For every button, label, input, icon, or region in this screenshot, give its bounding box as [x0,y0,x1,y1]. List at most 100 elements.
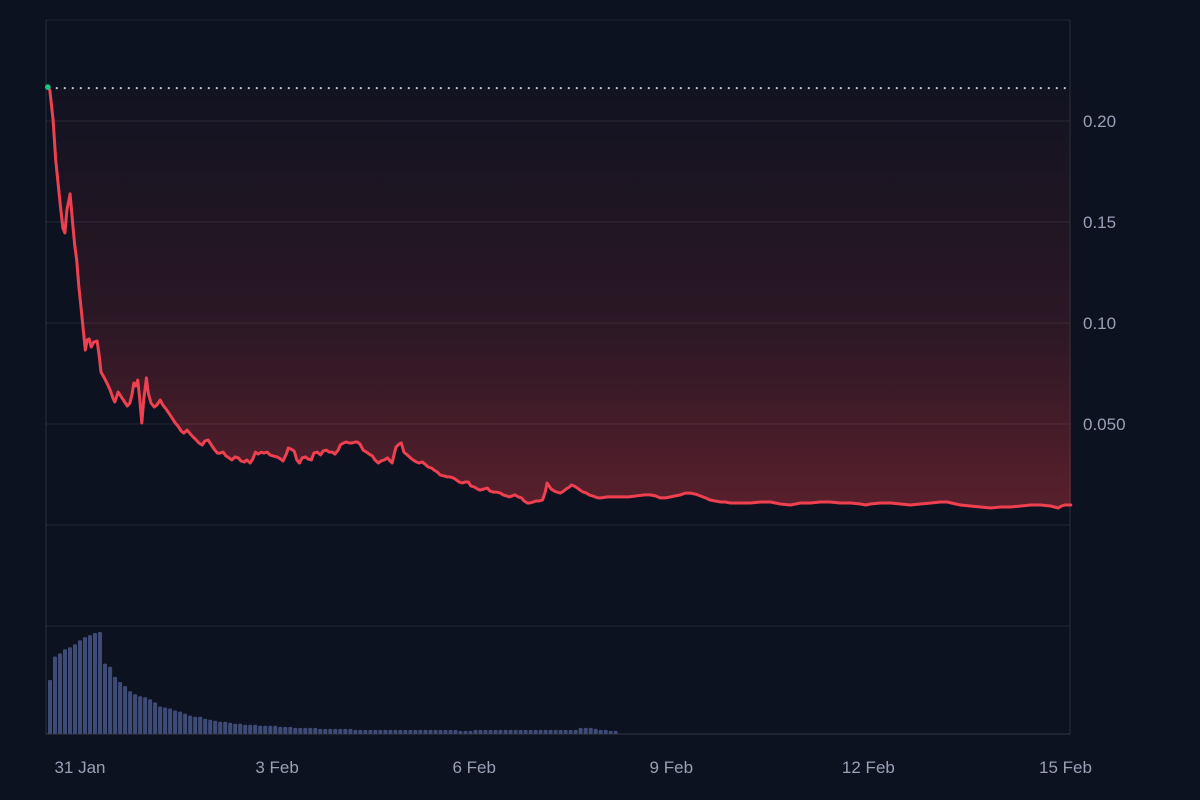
volume-bar [138,696,143,734]
volume-bar [258,725,263,734]
volume-bar [568,729,573,734]
y-axis-tick-label: 0.10 [1083,314,1116,333]
volume-bar [548,729,553,734]
volume-bar [418,729,423,734]
volume-bar [73,644,77,734]
volume-bar [143,697,148,734]
volume-bar [498,729,503,734]
volume-bar [378,729,383,734]
volume-bar [483,729,488,734]
volume-bar [333,728,338,734]
volume-bar [463,730,468,734]
volume-bar [513,729,518,734]
volume-bar [168,708,173,734]
volume-bar [393,729,398,734]
volume-bar [48,679,52,734]
volume-bar [403,729,408,734]
volume-bar [188,715,193,734]
volume-bar [118,682,123,734]
price-line [46,85,1073,510]
volume-bar [563,729,568,734]
volume-bar [398,729,403,734]
volume-bar [438,729,443,734]
volume-bar [558,729,563,734]
x-axis-tick-label: 3 Feb [255,758,298,777]
volume-bar [478,729,483,734]
volume-bar [528,729,533,734]
volume-bar [428,729,433,734]
volume-bar [473,729,478,734]
volume-bar [593,728,598,734]
x-axis-tick-label: 6 Feb [452,758,495,777]
volume-bar [193,716,198,734]
volume-bar [318,728,323,734]
volume-bar [423,729,428,734]
volume-bar [133,694,138,734]
volume-bar [348,728,353,734]
volume-bar [313,727,318,734]
volume-bar [238,723,243,734]
volume-bar [213,720,218,734]
volume-bar [233,723,238,734]
volume-bar [253,724,258,734]
volume-bar [68,647,72,734]
volume-bar [93,633,97,734]
volume-bar [468,730,473,734]
volume-bar [608,730,613,734]
volume-bar [108,666,113,734]
volume-bar [433,729,438,734]
volume-bar [583,727,588,734]
volume-bar [218,721,223,734]
volume-bar [268,725,273,734]
volume-bar [158,706,163,734]
volume-bar [323,728,328,734]
volume-bar [293,727,298,734]
volume-bar [113,676,118,734]
volume-bar [298,727,303,734]
volume-bar [83,637,87,734]
volume-bar [363,729,368,734]
y-axis-tick-label: 0.15 [1083,213,1116,232]
volume-bar [343,728,348,734]
volume-bar [368,729,373,734]
volume-bar [63,649,67,734]
volume-bar [308,727,313,734]
volume-bar [103,663,107,734]
volume-bar [538,729,543,734]
volume-bar [543,729,548,734]
volume-bar [128,691,133,734]
volume-bar [488,729,493,734]
volume-bar [228,722,233,734]
volume-bar [458,730,463,734]
volume-bar [78,640,82,734]
volume-bar [553,729,558,734]
volume-bar [603,729,608,734]
volume-bar [273,725,278,734]
volume-bar [358,729,363,734]
volume-bar [198,716,203,734]
volume-bar [153,702,158,734]
price-area-fill [47,87,1071,508]
x-axis-tick-label: 15 Feb [1039,758,1092,777]
volume-bar [328,728,333,734]
volume-bar [123,686,128,734]
y-axis-tick-label: 0.050 [1083,415,1126,434]
volume-bar [163,707,168,734]
volume-bar [448,729,453,734]
volume-bar [373,729,378,734]
volume-bar [413,729,418,734]
volume-bar [503,729,508,734]
volume-bar [88,635,92,734]
volume-bar [203,718,208,734]
volume-bar [453,729,458,734]
volume-bar [148,699,153,734]
volume-bar [613,730,618,734]
volume-bar [493,729,498,734]
volume-bar [53,656,57,734]
volume-bar [443,729,448,734]
x-axis-tick-label: 9 Feb [650,758,693,777]
volume-bar [288,726,293,734]
volume-bar [303,727,308,734]
